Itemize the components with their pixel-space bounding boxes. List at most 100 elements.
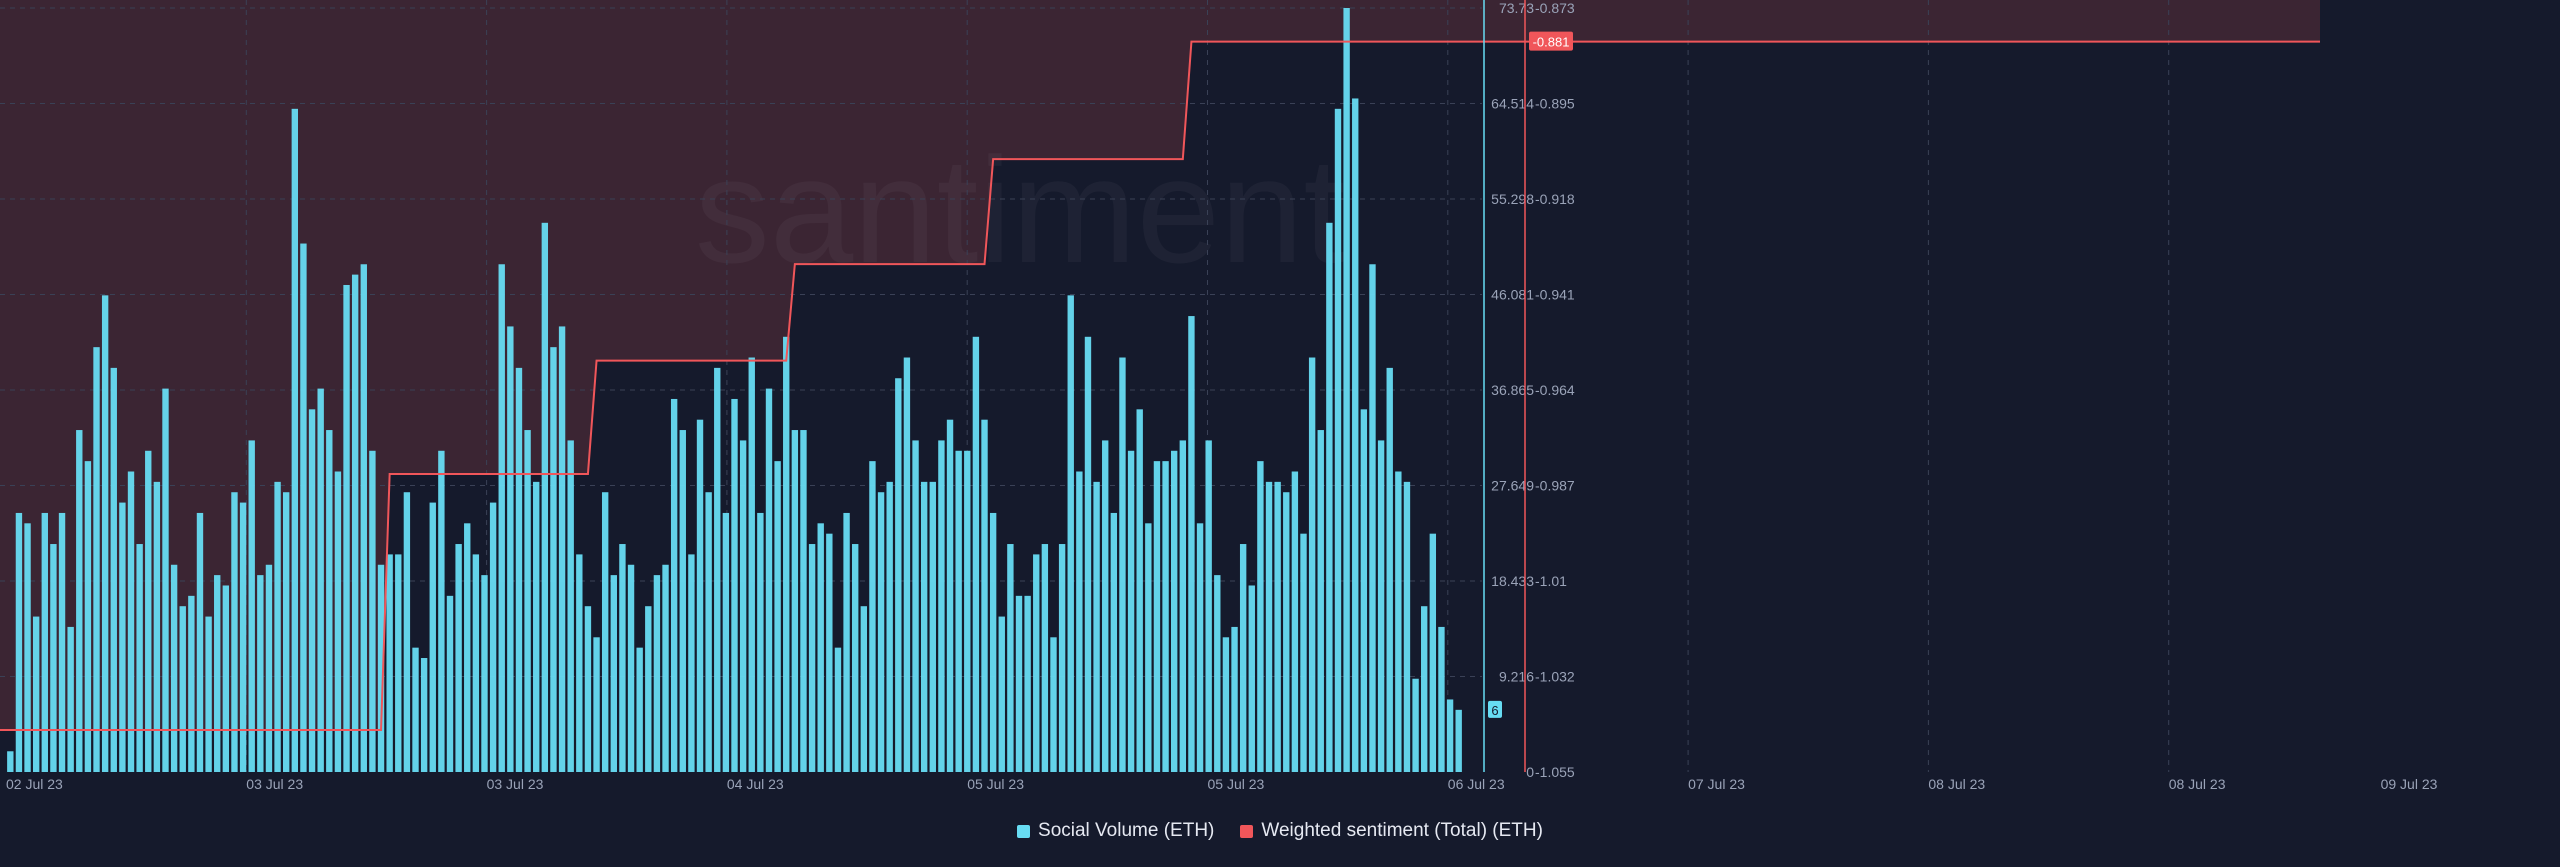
social-volume-bar <box>395 554 402 772</box>
social-volume-bar <box>1386 367 1393 772</box>
social-volume-bar <box>1136 409 1143 772</box>
social-volume-bar <box>1291 471 1299 772</box>
social-volume-bar <box>162 388 169 772</box>
y-left-tick-label: 64.514 <box>1491 96 1534 112</box>
x-tick-label: 09 Jul 23 <box>2381 776 2438 792</box>
social-volume-bar <box>222 585 230 772</box>
social-volume-bar <box>179 606 186 772</box>
social-volume-bar <box>489 502 497 772</box>
social-volume-bar <box>670 398 678 772</box>
social-volume-bar <box>1076 471 1083 772</box>
social-volume-bar <box>1205 440 1212 772</box>
social-volume-bar <box>1377 440 1385 772</box>
social-volume-bar <box>739 440 747 772</box>
social-volume-bar <box>472 554 480 772</box>
social-volume-bar <box>1214 575 1221 772</box>
social-volume-bar <box>1248 585 1255 772</box>
social-volume-bar <box>1170 450 1178 772</box>
social-volume-bar <box>196 512 204 772</box>
chart-svg: santiment 0 -1.055 9.216 -1.032 18.433 -1.01 27… <box>0 0 2438 792</box>
social-volume-bar <box>1455 709 1462 772</box>
social-volume-bar <box>1179 440 1186 772</box>
x-tick-label: 05 Jul 23 <box>967 776 1024 792</box>
social-volume-bar <box>1127 450 1135 772</box>
social-volume-bar <box>1334 108 1342 772</box>
social-volume-bar <box>817 523 824 772</box>
social-volume-bar <box>593 637 600 772</box>
y-left-tick-label: 27.649 <box>1491 478 1534 494</box>
social-volume-bar <box>843 512 850 772</box>
social-volume-bar <box>1145 523 1152 772</box>
social-volume-bar <box>1093 481 1100 772</box>
social-volume-bar <box>576 554 583 772</box>
social-volume-bar <box>274 481 281 772</box>
chart-legend: Social Volume (ETH) Weighted sentiment (… <box>0 820 2560 842</box>
social-volume-bar <box>84 461 92 772</box>
y-right-tick-label: -0.873 <box>1535 0 1575 16</box>
social-volume-bar <box>283 492 290 772</box>
social-volume-bar <box>584 606 592 772</box>
y-left-tick-label: 18.433 <box>1491 573 1534 589</box>
social-volume-bar <box>1007 544 1014 772</box>
social-volume-bar <box>1058 544 1066 772</box>
social-volume-bar <box>722 512 730 772</box>
social-volume-bar <box>800 430 807 772</box>
legend-item-sentiment[interactable]: Weighted sentiment (Total) (ETH) <box>1240 820 1543 842</box>
social-volume-bar <box>153 481 161 772</box>
social-volume-bar <box>214 575 221 772</box>
social-volume-bar <box>308 409 316 772</box>
social-volume-bar <box>1257 461 1264 772</box>
x-tick-label: 02 Jul 23 <box>6 776 63 792</box>
social-volume-bar <box>748 357 755 772</box>
social-volume-bar <box>188 595 195 772</box>
social-volume-bar <box>420 658 428 772</box>
social-volume-bar <box>601 492 609 772</box>
social-volume-bar <box>1015 595 1023 772</box>
y-right-tick-label: -0.941 <box>1535 287 1575 303</box>
social-volume-bar <box>257 575 264 772</box>
social-volume-bar <box>989 512 997 772</box>
social-volume-bar <box>403 492 411 772</box>
social-volume-bar <box>705 492 712 772</box>
social-volume-bar <box>610 575 617 772</box>
social-volume-bar <box>714 367 721 772</box>
sentiment-current-badge <box>1529 31 1573 51</box>
y-right-tick-label: -0.964 <box>1535 382 1575 398</box>
social-volume-bar <box>645 606 652 772</box>
social-volume-bar <box>972 336 980 772</box>
social-volume-bar <box>774 461 781 772</box>
social-volume-bar <box>1119 357 1126 772</box>
social-volume-bar <box>1102 440 1109 772</box>
social-volume-bar <box>1446 699 1454 772</box>
social-volume-bar <box>438 450 445 772</box>
social-volume-bar <box>1265 481 1273 772</box>
social-volume-bar <box>567 440 574 772</box>
social-volume-bar <box>24 523 31 772</box>
social-volume-bar <box>533 481 540 772</box>
social-volume-bar <box>67 626 74 772</box>
social-volume-bar <box>1162 461 1169 772</box>
social-volume-bar <box>550 347 557 772</box>
social-volume-bar <box>32 616 40 772</box>
social-volume-swatch <box>1017 824 1031 838</box>
x-tick-label: 03 Jul 23 <box>246 776 303 792</box>
social-volume-bar <box>1300 533 1307 772</box>
social-volume-bar <box>1033 554 1040 772</box>
social-volume-bar <box>136 544 143 772</box>
social-volume-bar <box>1403 481 1411 772</box>
y-right-tick-label: -0.987 <box>1535 478 1575 494</box>
y-left-tick-label: 73.73 <box>1499 0 1534 16</box>
social-volume-bar <box>7 751 14 772</box>
social-volume-bar <box>912 440 919 772</box>
social-volume-bar <box>524 430 531 772</box>
legend-item-social-volume[interactable]: Social Volume (ETH) <box>1017 820 1214 842</box>
social-volume-bar <box>877 492 885 772</box>
social-volume-bar <box>757 512 764 772</box>
social-volume-bar <box>808 544 816 772</box>
social-volume-bar <box>1429 533 1437 772</box>
social-volume-bar <box>1231 626 1238 772</box>
social-volume-bar <box>1110 512 1118 772</box>
social-volume-bar <box>955 450 962 772</box>
social-volume-bar <box>205 616 212 772</box>
